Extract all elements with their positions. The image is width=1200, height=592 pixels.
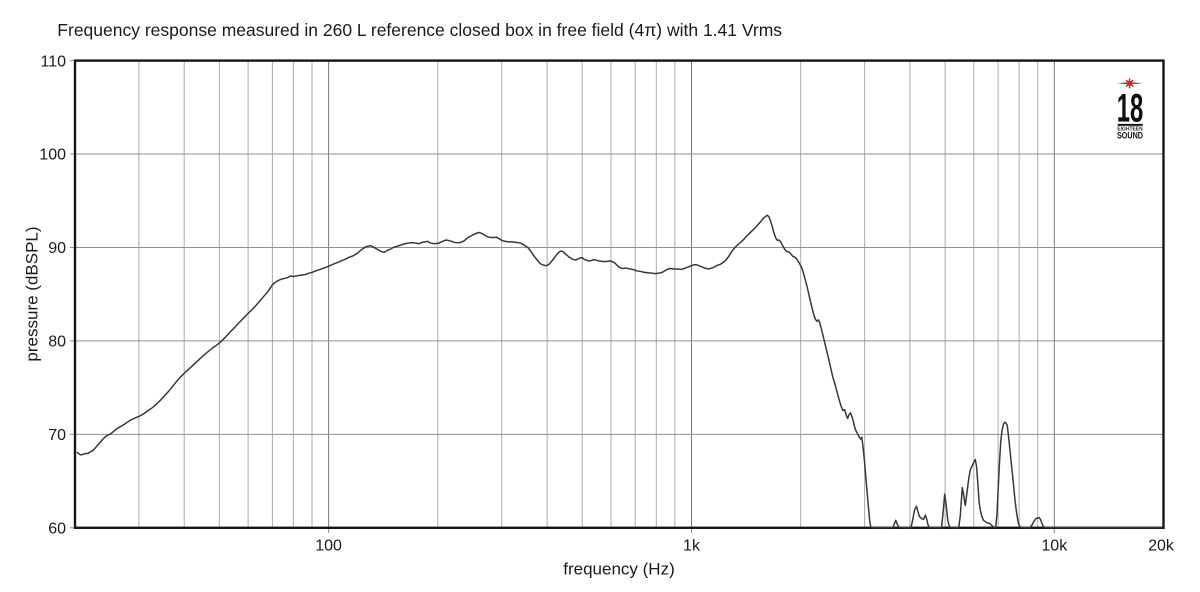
svg-text:Frequency response measured in: Frequency response measured in 260 L ref…: [57, 20, 782, 40]
svg-text:100: 100: [39, 147, 66, 164]
svg-text:100: 100: [315, 538, 342, 555]
svg-text:EIGHTEEN: EIGHTEEN: [1117, 127, 1143, 133]
svg-text:pressure (dBSPL): pressure (dBSPL): [23, 226, 42, 361]
svg-text:1k: 1k: [683, 538, 701, 555]
svg-text:20k: 20k: [1148, 538, 1175, 555]
svg-text:60: 60: [48, 521, 66, 538]
svg-text:90: 90: [48, 240, 66, 257]
svg-text:80: 80: [48, 334, 66, 351]
svg-text:frequency (Hz): frequency (Hz): [563, 560, 674, 579]
svg-text:18: 18: [1117, 86, 1144, 130]
svg-text:110: 110: [40, 53, 66, 70]
svg-text:SOUND: SOUND: [1117, 130, 1143, 141]
svg-text:10k: 10k: [1041, 538, 1068, 555]
svg-text:70: 70: [48, 427, 66, 444]
